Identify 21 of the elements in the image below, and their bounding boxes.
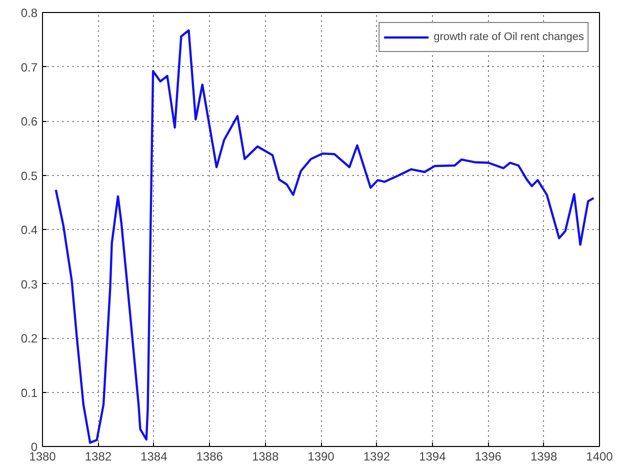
legend-label: growth rate of Oil rent changes	[434, 31, 584, 43]
x-tick-label: 1382	[84, 450, 112, 464]
x-tick-label: 1396	[474, 450, 502, 464]
y-tick-label: 0.4	[20, 223, 38, 237]
y-tick-label: 0.6	[20, 114, 38, 128]
y-tick-label: 0.7	[20, 60, 38, 74]
x-tick-label: 1392	[363, 450, 390, 464]
x-tick-label: 1384	[140, 450, 168, 464]
y-tick-label: 0.1	[20, 386, 38, 400]
x-tick-label: 1388	[252, 450, 279, 464]
x-tick-label: 1380	[29, 450, 56, 464]
x-tick-label: 1386	[196, 450, 224, 464]
line-series	[54, 29, 595, 444]
y-tick-label: 0.2	[20, 332, 38, 346]
x-tick-label: 1398	[530, 450, 558, 464]
x-tick-label: 1390	[308, 450, 335, 464]
y-tick-label: 0.3	[20, 277, 38, 292]
x-tick-label: 1394	[419, 450, 446, 464]
y-tick-label: 0.8	[20, 6, 38, 20]
x-tick-label: 1400	[586, 450, 614, 464]
y-tick-label: 0.5	[20, 168, 38, 183]
